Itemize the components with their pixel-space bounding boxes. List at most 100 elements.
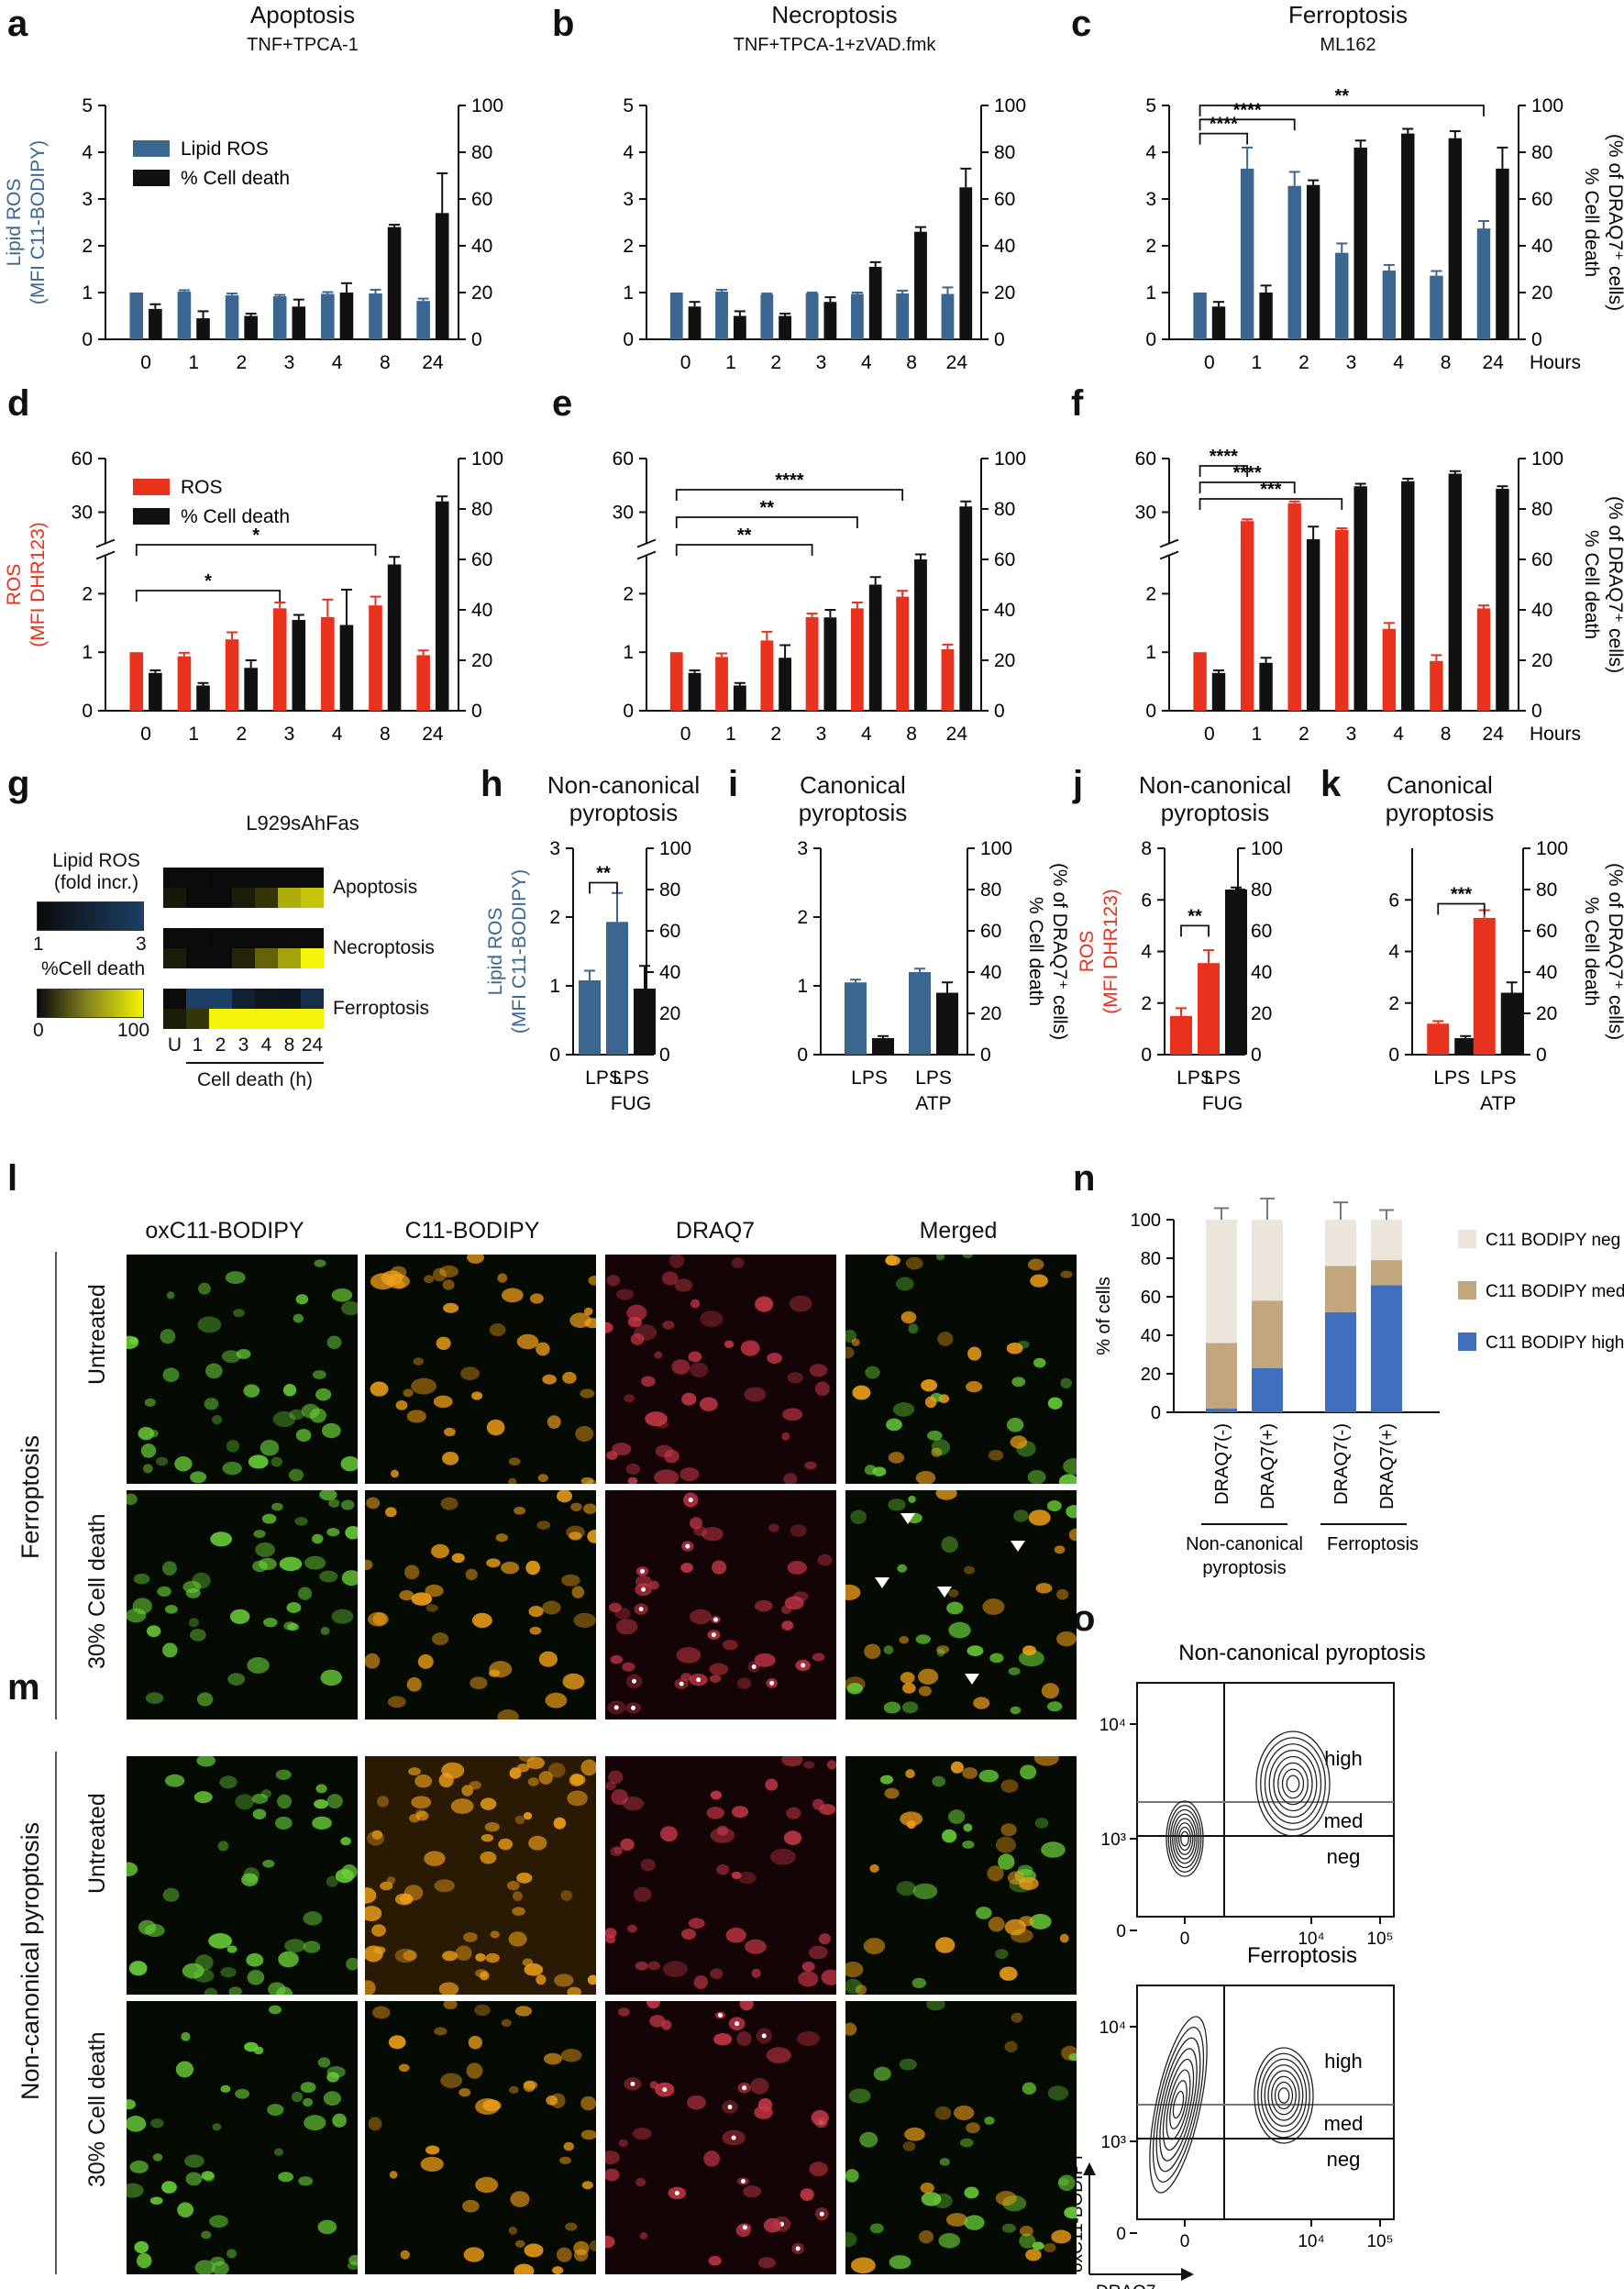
cell bbox=[864, 1465, 877, 1476]
cell bbox=[340, 1499, 355, 1510]
bar-lipid-ros bbox=[606, 922, 628, 1055]
stacked-segment-c11-bodipy-high bbox=[1371, 1285, 1402, 1412]
cell bbox=[757, 2257, 776, 2269]
cell bbox=[845, 2022, 857, 2036]
micrograph-tile bbox=[365, 2001, 596, 2274]
heatmap-cell-death bbox=[186, 1009, 209, 1029]
contour-line bbox=[1257, 2052, 1310, 2139]
contour-line bbox=[1260, 2058, 1308, 2133]
cell bbox=[912, 1883, 938, 1900]
y-tick-label: 60 bbox=[72, 448, 93, 470]
cell bbox=[804, 1461, 817, 1470]
cell bbox=[931, 1439, 951, 1456]
micrograph-tile bbox=[605, 1490, 836, 1720]
cell bbox=[432, 1632, 449, 1646]
x-tick-label: 24 bbox=[946, 352, 968, 373]
micrograph-background bbox=[365, 1255, 596, 1484]
heatmap-cell-death bbox=[278, 1009, 301, 1029]
cell bbox=[895, 1277, 914, 1291]
contour-line bbox=[1273, 1755, 1313, 1812]
cell bbox=[341, 1300, 358, 1316]
x-tick-label: ATP bbox=[915, 1093, 951, 1114]
bar-lipid-ros bbox=[850, 293, 864, 339]
cell bbox=[1010, 1435, 1028, 1449]
cell bbox=[441, 1762, 465, 1779]
cell bbox=[915, 1470, 936, 1484]
x-tick-label: FUG bbox=[1202, 1093, 1243, 1114]
cell bbox=[196, 1692, 214, 1707]
y-tick-label: 4 bbox=[82, 142, 93, 163]
y-axis-title: (MFI DHR123) bbox=[1100, 889, 1121, 1014]
cell bbox=[194, 2260, 215, 2274]
y-tick-label: 3 bbox=[1145, 189, 1156, 210]
y-tick-label: 0 bbox=[1145, 329, 1156, 350]
cell bbox=[826, 1760, 836, 1770]
cell bbox=[509, 1767, 522, 1779]
cell bbox=[787, 1561, 808, 1575]
bar-cell-death bbox=[688, 672, 702, 711]
cell bbox=[536, 1342, 550, 1356]
x-tick-label: 1 bbox=[1252, 352, 1263, 373]
heatmap-cell-death bbox=[163, 888, 186, 908]
cell bbox=[852, 1385, 871, 1400]
cell bbox=[688, 1918, 705, 1930]
cell bbox=[174, 1456, 193, 1472]
micro-col-draq7: DRAQ7 bbox=[675, 1218, 756, 1244]
cell bbox=[948, 1588, 959, 1598]
cell bbox=[900, 1310, 917, 1324]
cell bbox=[277, 1794, 293, 1809]
bar-lipid-ros bbox=[845, 982, 867, 1055]
cell bbox=[757, 2097, 773, 2112]
contour-line bbox=[1166, 1800, 1204, 1877]
stacked-segment-c11-bodipy-neg bbox=[1371, 1220, 1402, 1261]
cell bbox=[848, 2088, 871, 2104]
significance-label: **** bbox=[1210, 447, 1238, 467]
y2-tick-label: 20 bbox=[1251, 1003, 1272, 1024]
x-tick-label: 4 bbox=[861, 724, 872, 745]
cell bbox=[417, 1653, 434, 1669]
cell bbox=[300, 2082, 316, 2094]
cell bbox=[480, 1971, 490, 1981]
draq7-positive-nucleus bbox=[727, 2105, 733, 2110]
cell bbox=[471, 1391, 483, 1400]
cell bbox=[235, 2088, 250, 2099]
y-tick-label: 0 bbox=[1145, 701, 1156, 722]
draq7-positive-nucleus bbox=[638, 1607, 644, 1612]
bar-lipid-ros bbox=[760, 294, 774, 339]
cell bbox=[434, 2027, 447, 2036]
heatmap-cell-lipid bbox=[232, 989, 255, 1009]
cell bbox=[1035, 1583, 1053, 1594]
cell bbox=[542, 1600, 561, 1615]
bar-cell-death bbox=[1496, 489, 1509, 711]
cell bbox=[689, 1609, 713, 1625]
cell bbox=[737, 1872, 757, 1885]
cell bbox=[524, 1963, 544, 1976]
cell bbox=[181, 2031, 191, 2041]
cell bbox=[681, 1392, 697, 1406]
cell bbox=[1020, 1764, 1037, 1780]
significance-bracket bbox=[1437, 902, 1486, 915]
heatmap-cell-death bbox=[278, 888, 301, 908]
cell bbox=[262, 1859, 275, 1868]
cell bbox=[879, 1775, 894, 1785]
cell bbox=[247, 1969, 265, 1985]
flow-y-tick-label: 10³ bbox=[1101, 2133, 1126, 2152]
y-tick-label: 30 bbox=[613, 503, 634, 524]
micro-col-merged: Merged bbox=[919, 1218, 998, 1244]
cell bbox=[962, 1255, 974, 1259]
heatmap-cell-lipid bbox=[186, 989, 209, 1009]
legend-swatch bbox=[1458, 1332, 1476, 1351]
cell bbox=[556, 2247, 572, 2262]
significance-bracket bbox=[589, 881, 618, 894]
panel-i-title: Canonical pyroptosis bbox=[798, 771, 908, 826]
bar-cell-death bbox=[914, 231, 927, 339]
cell bbox=[433, 1395, 453, 1409]
cell bbox=[143, 1464, 153, 1474]
cell bbox=[851, 1338, 860, 1347]
contour-line bbox=[1267, 2070, 1300, 2121]
significance-label: * bbox=[204, 571, 212, 592]
x-tick-label: LPS bbox=[1177, 1067, 1213, 1089]
cell bbox=[790, 1524, 807, 1537]
bar-cell-death bbox=[823, 617, 837, 711]
